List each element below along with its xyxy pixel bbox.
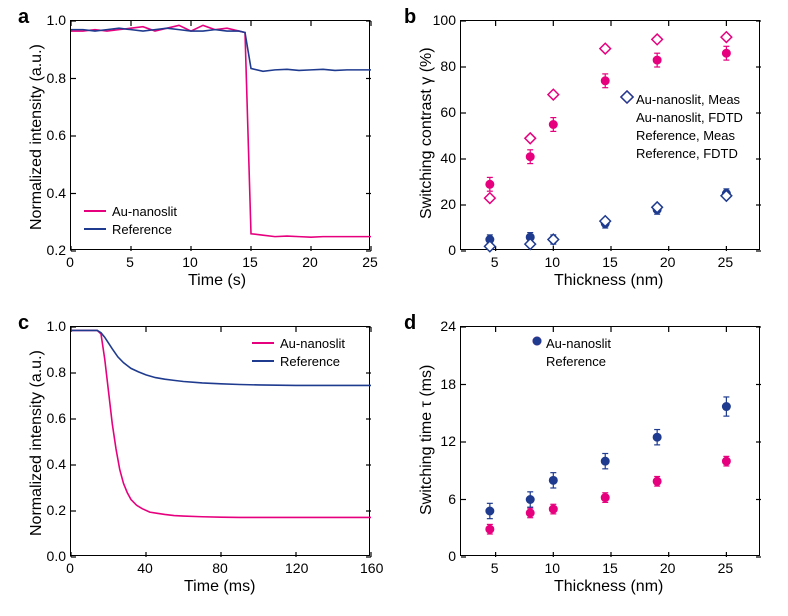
xtick-label: 25 [715,560,735,576]
legend-label: Reference, FDTD [636,146,738,161]
legend-item: Au-nanoslit [84,202,177,220]
ylabel-a: Normalized intensity (a.u.) [28,44,46,230]
xtick-label: 15 [240,254,260,270]
ytick-label: 20 [440,196,456,212]
legend-d: Au-nanoslit Reference [530,334,611,370]
legend-item: Reference [530,352,611,370]
legend-marker-icon [620,130,630,140]
panel-label-a: a [18,6,29,29]
ytick-label: 60 [440,104,456,120]
ytick-label: 0.8 [47,364,66,380]
legend-marker-icon [620,112,630,122]
xtick-label: 5 [120,254,140,270]
xtick-label: 25 [715,254,735,270]
ylabel-b: Switching contrast γ (%) [418,47,436,219]
legend-line-swatch [252,360,274,362]
legend-label: Reference [280,354,340,369]
ytick-label: 0.4 [47,185,66,201]
xtick-label: 120 [285,560,305,576]
legend-item: Reference, FDTD [620,144,743,162]
xlabel-c: Time (ms) [184,578,255,596]
legend-label: Au-nanoslit [112,204,177,219]
legend-label: Au-nanoslit, FDTD [636,110,743,125]
legend-line-swatch [84,210,106,212]
ytick-label: 0 [448,242,456,258]
ytick-label: 80 [440,58,456,74]
legend-line-swatch [252,342,274,344]
ytick-label: 0.2 [47,242,66,258]
figure-root: a05101520250.20.40.60.81.0Normalized int… [0,0,788,616]
legend-label: Reference, Meas [636,128,735,143]
xlabel-b: Thickness (nm) [554,272,663,290]
ytick-label: 18 [440,376,456,392]
legend-label: Reference [546,354,606,369]
legend-b: Au-nanoslit, Meas Au-nanoslit, FDTD Refere… [620,90,743,162]
ytick-label: 0 [448,548,456,564]
xtick-label: 20 [658,560,678,576]
xtick-label: 15 [600,560,620,576]
ytick-label: 12 [440,433,456,449]
legend-marker-icon [620,148,630,158]
legend-item: Au-nanoslit [252,334,345,352]
legend-a: Au-nanoslit Reference [84,202,177,238]
xtick-label: 5 [485,560,505,576]
legend-item: Au-nanoslit, Meas [620,90,743,108]
ytick-label: 0.6 [47,410,66,426]
ytick-label: 40 [440,150,456,166]
xtick-label: 25 [360,254,380,270]
xtick-label: 20 [300,254,320,270]
legend-line-swatch [84,228,106,230]
legend-item: Reference [252,352,345,370]
xtick-label: 10 [180,254,200,270]
xlabel-a: Time (s) [188,272,246,290]
legend-item: Reference, Meas [620,126,743,144]
ytick-label: 0.8 [47,70,66,86]
ytick-label: 100 [433,12,456,28]
ytick-label: 0.4 [47,456,66,472]
ytick-label: 0.0 [47,548,66,564]
xlabel-d: Thickness (nm) [554,578,663,596]
legend-c: Au-nanoslit Reference [252,334,345,370]
xtick-label: 10 [542,254,562,270]
legend-label: Au-nanoslit, Meas [636,92,740,107]
ytick-label: 0.6 [47,127,66,143]
xtick-label: 15 [600,254,620,270]
panel-label-c: c [18,312,29,335]
series-line [71,28,371,71]
ytick-label: 1.0 [47,318,66,334]
ylabel-c: Normalized intensity (a.u.) [28,350,46,536]
legend-marker-icon [530,356,540,366]
legend-item: Reference [84,220,177,238]
panel-label-b: b [404,6,416,29]
xtick-label: 10 [542,560,562,576]
ytick-label: 1.0 [47,12,66,28]
xtick-label: 20 [658,254,678,270]
legend-item: Au-nanoslit, FDTD [620,108,743,126]
legend-label: Au-nanoslit [546,336,611,351]
panel-label-d: d [404,312,416,335]
ylabel-d: Switching time τ (ms) [418,364,436,514]
legend-label: Au-nanoslit [280,336,345,351]
legend-label: Reference [112,222,172,237]
ytick-label: 24 [440,318,456,334]
xtick-label: 5 [485,254,505,270]
xtick-label: 160 [360,560,380,576]
xtick-label: 40 [135,560,155,576]
xtick-label: 80 [210,560,230,576]
ytick-label: 0.2 [47,502,66,518]
ytick-label: 6 [448,491,456,507]
